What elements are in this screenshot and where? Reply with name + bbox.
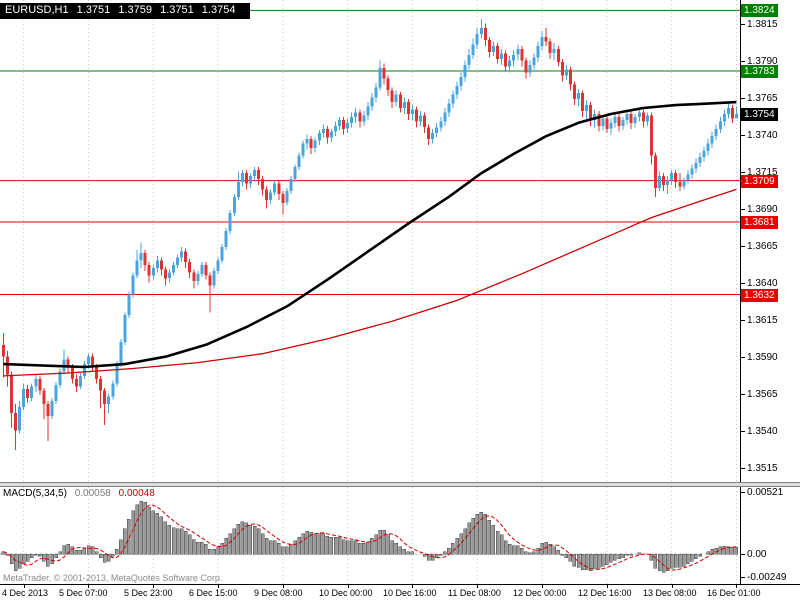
time-tick	[153, 585, 154, 588]
time-label: 10 Dec 00:00	[319, 588, 373, 598]
price-tick-label: 1.3765	[741, 93, 778, 104]
time-label: 11 Dec 08:00	[448, 588, 501, 598]
time-label: 16 Dec 01:00	[707, 588, 761, 598]
price-tick-label: 1.3540	[741, 426, 778, 437]
price-tick-label: 1.3815	[741, 19, 778, 30]
price-badge: 1.3681	[741, 216, 778, 229]
bar-high: 1.3759	[118, 4, 153, 16]
indicator-name: MACD(5,34,5)	[3, 488, 67, 499]
price-tick-label: 1.3715	[741, 167, 778, 178]
time-tick	[218, 585, 219, 588]
ma-black-line[interactable]	[3, 100, 737, 369]
time-tick	[477, 585, 478, 588]
time-tick	[283, 585, 284, 588]
price-tick-label: 1.3640	[741, 278, 778, 289]
time-label: 12 Dec 16:00	[578, 588, 632, 598]
price-badge: 1.3754	[741, 108, 778, 121]
macd-signal-line[interactable]	[3, 504, 737, 571]
price-tick-label: 1.3565	[741, 389, 778, 400]
macd-axis-label: 0.00521	[740, 487, 784, 498]
time-tick	[607, 585, 608, 588]
price-tick-label: 1.3790	[741, 56, 778, 67]
price-tick-label: 1.3590	[741, 352, 778, 363]
time-tick	[24, 585, 25, 588]
indicator-label: MACD(5,34,5) 0.00058 0.00048	[3, 488, 155, 499]
price-badge: 1.3824	[741, 4, 778, 17]
time-tick	[348, 585, 349, 588]
window-separator[interactable]	[0, 482, 800, 487]
time-label: 5 Dec 07:00	[59, 588, 108, 598]
price-axis[interactable]: 1.3815 1.3790 1.3765 1.3740 1.3715 1.3690 1.36…	[741, 0, 800, 482]
grid-lines	[23, 0, 737, 482]
time-label: 9 Dec 08:00	[254, 588, 303, 598]
time-label: 13 Dec 08:00	[643, 588, 697, 598]
price-tick-label: 1.3690	[741, 204, 778, 215]
price-tick-label: 1.3615	[741, 315, 778, 326]
time-label: 6 Dec 15:00	[189, 588, 238, 598]
symbol-ohlc-label: EURUSD,H1 1.3751 1.3759 1.3751 1.3754	[0, 3, 251, 19]
time-label: 4 Dec 2013	[2, 588, 49, 598]
bar-low: 1.3751	[160, 4, 194, 16]
candles	[1, 19, 738, 450]
macd-chart-svg[interactable]	[0, 487, 740, 584]
macd-histogram	[1, 500, 739, 573]
time-tick	[88, 585, 89, 588]
time-label: 5 Dec 23:00	[124, 588, 173, 598]
ma-red-line[interactable]	[3, 188, 737, 377]
price-tick-label: 1.3515	[741, 463, 778, 474]
price-chart-svg[interactable]	[0, 0, 740, 482]
price-badge: 1.3709	[741, 175, 778, 188]
time-tick	[672, 585, 673, 588]
metatrader-watermark: MetaTrader, © 2001-2013, MetaQuotes Soft…	[3, 573, 223, 583]
price-tick-label: 1.3740	[741, 130, 778, 141]
horizontal-level-lines[interactable]	[0, 9, 740, 295]
price-badge: 1.3783	[741, 65, 778, 78]
bar-open: 1.3751	[76, 4, 111, 16]
macd-value: 0.00058	[74, 488, 111, 499]
macd-signal-value: 0.00048	[118, 488, 155, 499]
macd-axis-label: 0.00	[740, 549, 767, 560]
macd-grid-lines	[23, 487, 737, 584]
time-tick	[542, 585, 543, 588]
time-axis[interactable]: 4 Dec 2013 5 Dec 07:00 5 Dec 23:00 6 Dec 15…	[0, 584, 800, 600]
time-label: 10 Dec 16:00	[383, 588, 437, 598]
price-tick-label: 1.3665	[741, 241, 778, 252]
macd-axis: 0.00521 0.00 -0.00249	[740, 487, 800, 584]
bar-close: 1.3754	[201, 4, 236, 16]
macd-pane[interactable]: MACD(5,34,5) 0.00058 0.00048 MetaTrader,…	[0, 487, 741, 584]
time-label: 12 Dec 00:00	[513, 588, 567, 598]
price-badge: 1.3632	[741, 289, 778, 302]
price-chart-pane[interactable]: EURUSD,H1 1.3751 1.3759 1.3751 1.3754	[0, 0, 741, 482]
time-tick	[736, 585, 737, 588]
macd-axis-label: -0.00249	[740, 572, 787, 583]
symbol-name: EURUSD,H1	[5, 4, 69, 16]
time-tick	[412, 585, 413, 588]
